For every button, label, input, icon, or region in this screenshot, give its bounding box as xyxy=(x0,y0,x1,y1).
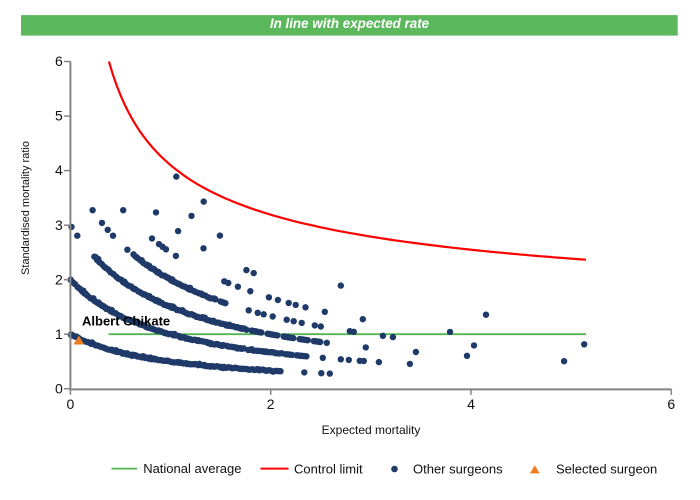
svg-text:2: 2 xyxy=(267,396,275,412)
svg-text:In line with expected rate: In line with expected rate xyxy=(270,16,430,31)
svg-text:Albert Chikate: Albert Chikate xyxy=(82,314,170,329)
svg-text:Standardised mortality ratio: Standardised mortality ratio xyxy=(20,141,32,275)
svg-text:0: 0 xyxy=(55,380,63,396)
svg-text:Expected mortality: Expected mortality xyxy=(322,423,421,437)
svg-text:Selected surgeon: Selected surgeon xyxy=(556,461,657,476)
svg-text:6: 6 xyxy=(55,53,63,69)
svg-text:3: 3 xyxy=(55,217,63,233)
svg-text:6: 6 xyxy=(667,396,675,412)
svg-text:National average: National average xyxy=(143,461,241,476)
svg-text:4: 4 xyxy=(55,162,63,178)
svg-text:Other surgeons: Other surgeons xyxy=(413,461,503,476)
svg-text:2: 2 xyxy=(55,271,63,287)
svg-text:1: 1 xyxy=(55,326,63,342)
svg-text:0: 0 xyxy=(67,396,75,412)
svg-text:Control limit: Control limit xyxy=(294,461,363,476)
svg-text:4: 4 xyxy=(467,396,475,412)
svg-text:5: 5 xyxy=(55,108,63,124)
